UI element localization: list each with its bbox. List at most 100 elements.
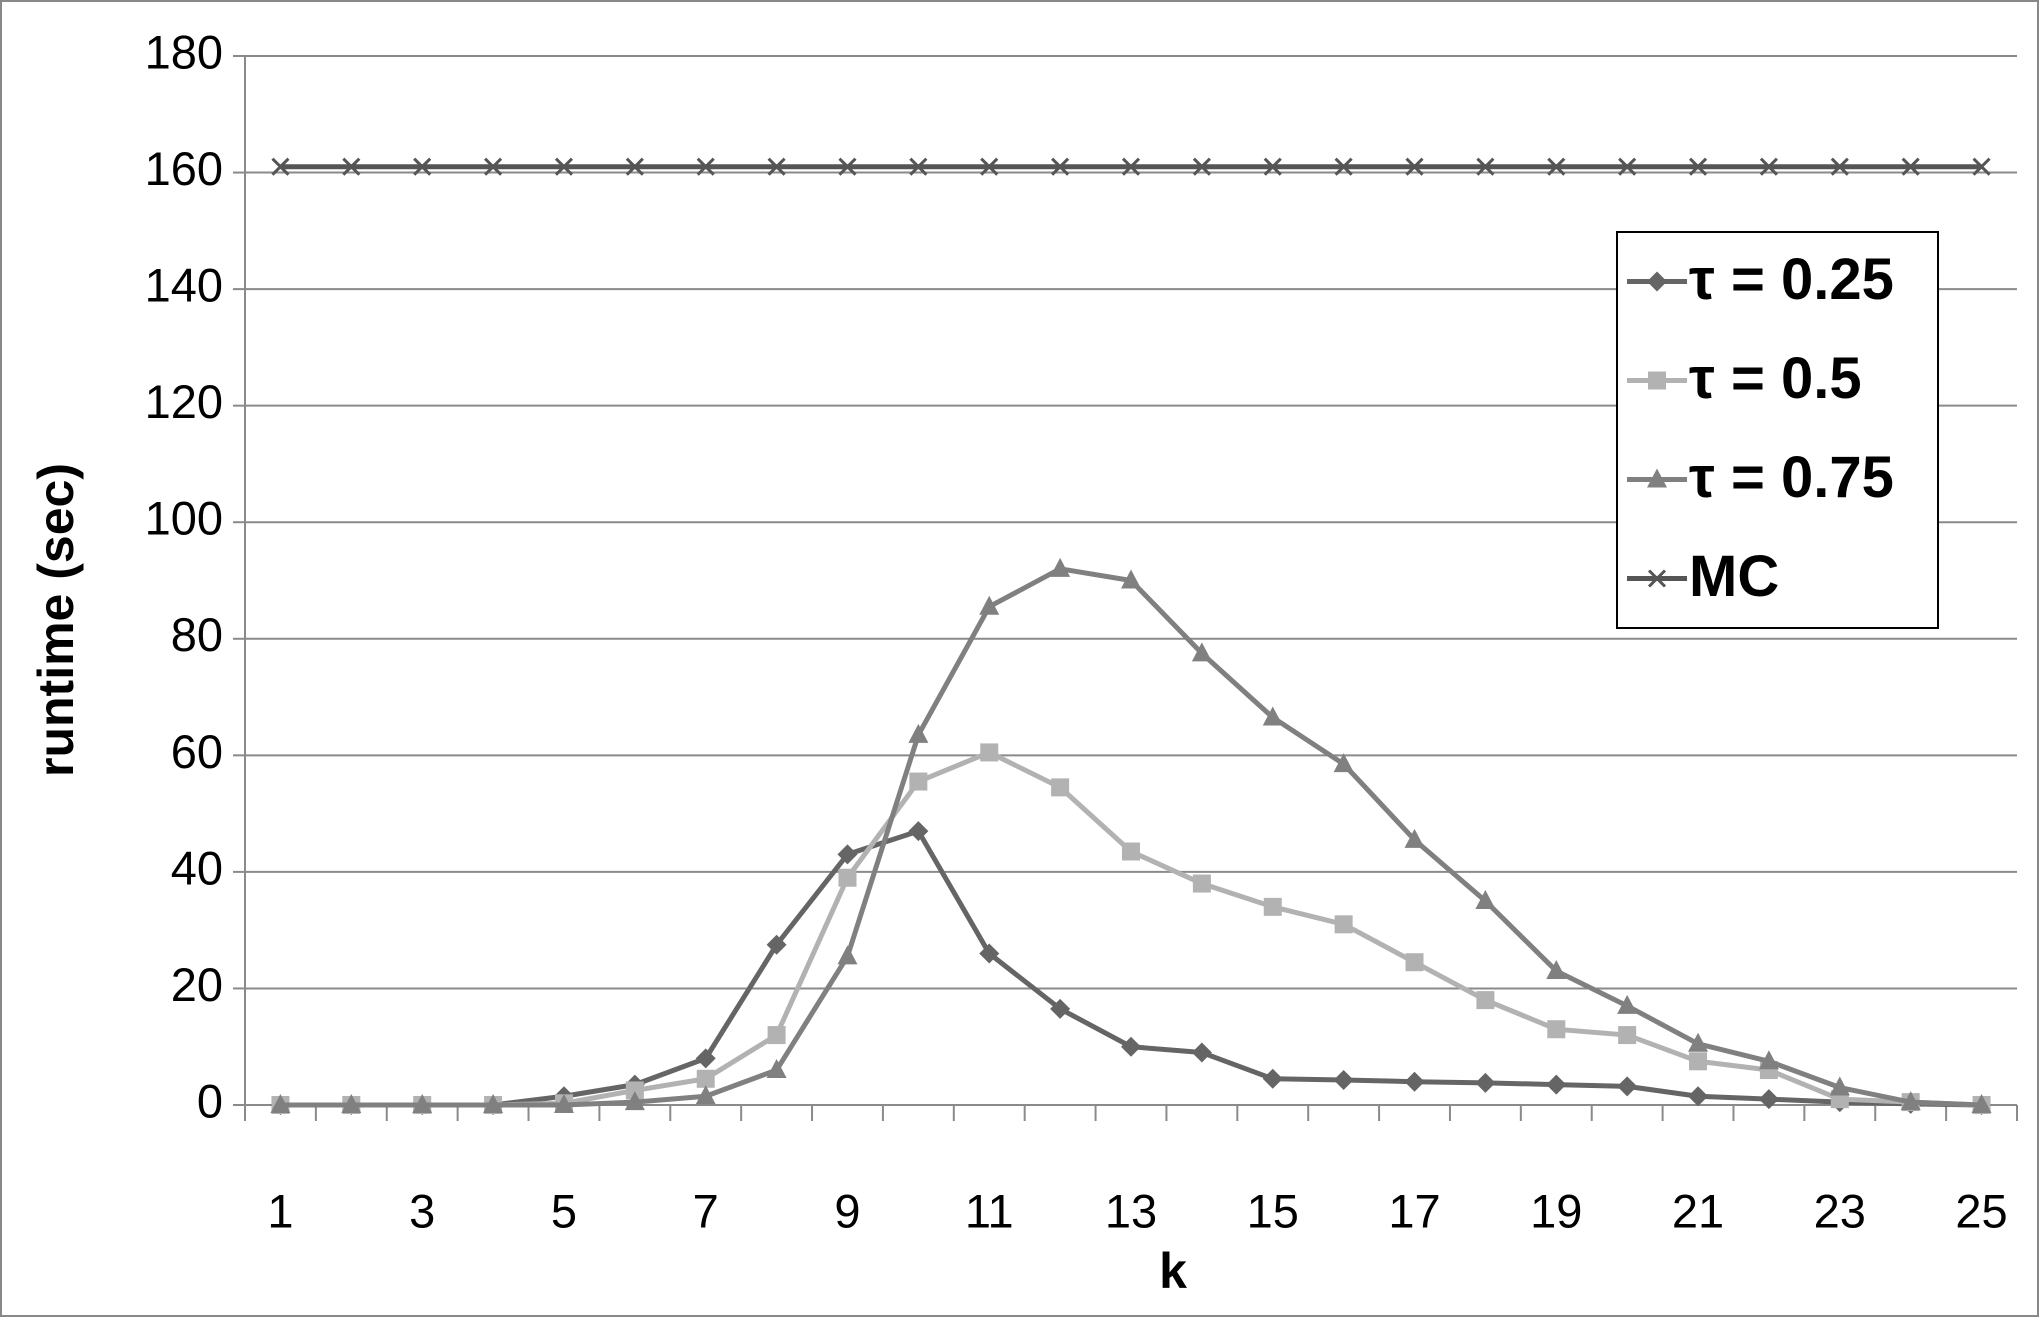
x-axis-title: k: [1159, 1243, 1187, 1299]
data-point: [1901, 157, 1920, 176]
data-point: [1688, 1032, 1709, 1052]
legend-label: MC: [1689, 544, 1779, 609]
data-point: [1689, 1052, 1708, 1071]
data-point: [1547, 1020, 1566, 1039]
data-point: [413, 157, 432, 176]
data-point: [1547, 157, 1566, 176]
data-point: [1617, 994, 1638, 1014]
data-point: [837, 945, 858, 965]
data-point: [1121, 569, 1141, 589]
legend-label: τ = 0.25: [1689, 247, 1894, 312]
data-point: [908, 821, 929, 842]
data-point: [412, 1094, 433, 1113]
x-tick-label: 3: [409, 1184, 435, 1237]
data-point: [1475, 1072, 1496, 1093]
data-point: [624, 1091, 645, 1111]
data-point: [625, 157, 644, 176]
data-point: [1758, 1089, 1779, 1110]
data-point: [1830, 157, 1849, 176]
x-tick-label: 15: [1247, 1184, 1299, 1237]
data-point: [695, 1085, 716, 1105]
x-tick-label: 25: [1955, 1184, 2007, 1237]
data-point: [980, 157, 999, 176]
data-point: [270, 1094, 291, 1113]
data-point: [837, 844, 858, 865]
data-point: [625, 1081, 644, 1100]
data-point: [909, 157, 928, 176]
data-point: [979, 943, 1000, 964]
x-tick-label: 21: [1672, 1184, 1724, 1237]
data-point: [1476, 157, 1495, 176]
data-point: [553, 1094, 574, 1113]
data-point: [767, 157, 786, 176]
x-tick-label: 9: [834, 1184, 860, 1237]
data-point: [1475, 890, 1496, 910]
data-point: [1618, 1026, 1637, 1045]
data-point: [979, 595, 1000, 615]
legend-marker: [1647, 468, 1667, 488]
data-point: [1334, 915, 1353, 934]
data-point: [1262, 706, 1283, 726]
data-point: [1405, 953, 1424, 972]
x-tick-label: 19: [1530, 1184, 1582, 1237]
data-point: [342, 157, 361, 176]
data-point: [1971, 1094, 1992, 1113]
data-point: [483, 1094, 504, 1113]
legend-marker: [1648, 371, 1666, 390]
data-point: [1191, 642, 1212, 662]
y-tick-label: 100: [145, 492, 223, 545]
data-point: [1263, 897, 1282, 916]
data-point: [1404, 828, 1425, 848]
data-point: [1618, 157, 1637, 176]
y-tick-label: 60: [171, 725, 223, 778]
data-point: [1759, 157, 1778, 176]
x-tick-label: 23: [1814, 1184, 1866, 1237]
data-point: [1476, 991, 1495, 1010]
y-tick-label: 80: [171, 608, 223, 661]
data-point: [1404, 1071, 1425, 1092]
data-point: [1688, 157, 1708, 176]
data-point: [1191, 1042, 1212, 1063]
x-tick-label: 5: [551, 1184, 577, 1237]
data-point: [838, 157, 857, 176]
data-point: [909, 772, 928, 791]
legend-marker: [1647, 569, 1667, 588]
data-point: [1121, 157, 1141, 176]
data-point: [271, 157, 290, 176]
data-point: [1121, 1036, 1141, 1057]
data-point: [1829, 1076, 1850, 1096]
data-point: [1333, 753, 1354, 773]
data-point: [1050, 998, 1071, 1019]
data-point: [1900, 1091, 1921, 1111]
data-point: [696, 1069, 715, 1088]
data-point: [1122, 842, 1140, 861]
legend-label: τ = 0.75: [1689, 445, 1894, 510]
data-point: [1333, 1069, 1354, 1090]
data-point: [695, 1048, 716, 1069]
data-point: [1051, 157, 1070, 176]
data-point: [1262, 1068, 1283, 1089]
data-point: [1051, 778, 1070, 797]
data-point: [1405, 157, 1424, 176]
data-point: [484, 157, 503, 176]
legend-marker: [1647, 271, 1667, 292]
data-point: [696, 157, 715, 176]
y-tick-label: 140: [145, 259, 223, 312]
data-point: [767, 1026, 786, 1045]
data-point: [1972, 157, 1991, 176]
y-tick-label: 180: [145, 25, 223, 78]
data-point: [1050, 557, 1071, 577]
data-point: [341, 1094, 362, 1113]
y-tick-label: 160: [145, 142, 223, 195]
x-tick-label: 1: [267, 1184, 293, 1237]
data-point: [1617, 1076, 1638, 1097]
y-tick-label: 20: [171, 958, 223, 1011]
data-point: [1688, 1086, 1709, 1107]
y-tick-label: 120: [145, 375, 223, 428]
data-point: [908, 723, 929, 743]
data-point: [1263, 157, 1282, 176]
data-point: [1546, 1074, 1567, 1095]
x-tick-label: 13: [1105, 1184, 1157, 1237]
